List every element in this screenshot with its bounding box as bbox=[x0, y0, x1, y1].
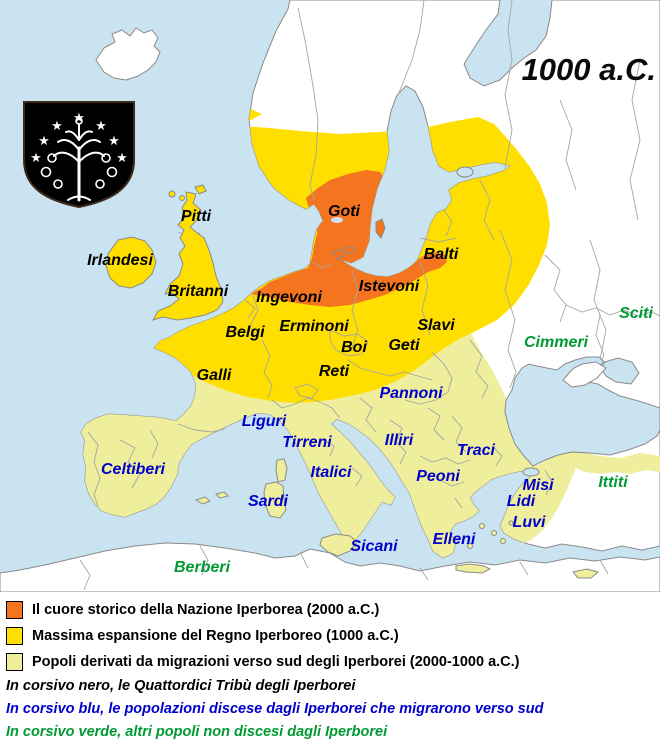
legend-label: Il cuore storico della Nazione Iperborea… bbox=[32, 602, 380, 618]
map-label-misi: Misi bbox=[522, 477, 554, 494]
map-label-irlandesi: Irlandesi bbox=[87, 252, 153, 269]
cyprus bbox=[572, 568, 600, 579]
map-label-belgi: Belgi bbox=[225, 324, 265, 341]
legend-note-black: In corsivo nero, le Quattordici Tribù de… bbox=[6, 678, 356, 694]
map-label-liguri: Liguri bbox=[242, 413, 287, 430]
islands bbox=[95, 27, 600, 579]
danish-isles bbox=[332, 248, 346, 261]
legend-label: Popoli derivati da migrazioni verso sud … bbox=[32, 654, 520, 670]
map-label-cimmeri: Cimmeri bbox=[524, 334, 589, 351]
balearics bbox=[194, 496, 211, 505]
gotland bbox=[375, 218, 386, 239]
shetland-orkney bbox=[194, 184, 207, 195]
svg-text:★: ★ bbox=[95, 118, 107, 133]
aegean-isle bbox=[479, 523, 485, 529]
svg-text:★: ★ bbox=[108, 133, 120, 148]
expansion-color-swatch bbox=[6, 627, 23, 645]
north-africa-landmass bbox=[0, 542, 660, 592]
svg-text:★: ★ bbox=[51, 118, 63, 133]
black-sea bbox=[504, 356, 660, 467]
map-label-geti: Geti bbox=[388, 337, 420, 354]
map-label-berberi: Berberi bbox=[174, 559, 231, 576]
balearic-isle bbox=[215, 491, 229, 499]
map-label-pitti: Pitti bbox=[181, 208, 212, 225]
legend-row-core: Il cuore storico della Nazione Iperborea… bbox=[0, 597, 660, 623]
map-label-peoni: Peoni bbox=[416, 468, 460, 485]
map-label-balti: Balti bbox=[424, 246, 459, 263]
aegean-isle bbox=[508, 520, 514, 526]
map-label-italici: Italici bbox=[311, 464, 352, 481]
map-label-goti: Goti bbox=[328, 203, 361, 220]
aegean-isle bbox=[500, 538, 506, 544]
islet bbox=[168, 190, 176, 198]
lake-vanern bbox=[331, 217, 343, 223]
svg-text:★: ★ bbox=[116, 150, 128, 165]
map-label-lidi: Lidi bbox=[507, 493, 536, 510]
map-label-elleni: Elleni bbox=[433, 531, 476, 548]
legend-row-migration: Popoli derivati da migrazioni verso sud … bbox=[0, 649, 660, 675]
sicily bbox=[319, 533, 358, 557]
core-color-swatch bbox=[6, 601, 23, 619]
great-britain bbox=[151, 191, 224, 321]
map-label-traci: Traci bbox=[457, 442, 496, 459]
legend-label: Massima espansione del Regno Iperboreo (… bbox=[32, 628, 399, 644]
map-legend: Il cuore storico della Nazione Iperborea… bbox=[0, 592, 660, 751]
sea-of-marmara bbox=[522, 467, 540, 477]
map-label-galli: Galli bbox=[197, 367, 232, 384]
map-label-istevoni: Istevoni bbox=[359, 278, 420, 295]
danish-isle bbox=[345, 245, 356, 255]
map-label-slavi: Slavi bbox=[417, 317, 455, 334]
legend-note-blue: In corsivo blu, le popolazioni discese d… bbox=[6, 701, 544, 717]
seas-overlay bbox=[331, 166, 660, 477]
legend-note-green: In corsivo verde, altri popoli non disce… bbox=[6, 724, 388, 740]
islet bbox=[179, 195, 185, 201]
svg-text:★: ★ bbox=[30, 150, 42, 165]
svg-text:★: ★ bbox=[38, 133, 50, 148]
lake-ladoga bbox=[456, 166, 474, 178]
seven-stars-icon: ★ ★ ★ ★ ★ ★ ★ bbox=[30, 110, 128, 165]
map-label-sciti: Sciti bbox=[619, 305, 653, 322]
legend-row-expansion: Massima espansione del Regno Iperboreo (… bbox=[0, 623, 660, 649]
map-label-sicani: Sicani bbox=[350, 538, 398, 555]
core-region-coast bbox=[252, 222, 447, 307]
map-label-illiri: Illiri bbox=[385, 432, 414, 449]
aegean-isle bbox=[467, 543, 473, 549]
map-label-tirreni: Tirreni bbox=[282, 434, 332, 451]
corsica bbox=[275, 458, 288, 483]
svg-text:★: ★ bbox=[73, 110, 85, 125]
hyperborea-emblem: ★ ★ ★ ★ ★ ★ ★ bbox=[23, 101, 135, 209]
map-labels-layer: Pitti Irlandesi Britanni Goti Ingevoni Istevo… bbox=[87, 203, 653, 576]
aegean-isle bbox=[491, 530, 497, 536]
europe-map: Pitti Irlandesi Britanni Goti Ingevoni Istevo… bbox=[0, 0, 660, 592]
map-label-ingevoni: Ingevoni bbox=[256, 289, 322, 306]
map-label-pannoni: Pannoni bbox=[379, 385, 443, 402]
iceland bbox=[95, 27, 161, 81]
ireland bbox=[105, 236, 157, 289]
migration-color-swatch bbox=[6, 653, 23, 671]
white-tree-icon bbox=[40, 117, 118, 202]
sardinia bbox=[263, 481, 287, 519]
crete bbox=[455, 563, 492, 574]
map-label-celtiberi: Celtiberi bbox=[101, 461, 166, 478]
map-label-britanni: Britanni bbox=[168, 283, 229, 300]
map-label-reti: Reti bbox=[319, 363, 350, 380]
map-label-ittiti: Ittiti bbox=[598, 474, 628, 491]
crimea-peninsula bbox=[562, 361, 607, 388]
map-label-luvi: Luvi bbox=[513, 514, 546, 531]
map-title: 1000 a.C. bbox=[522, 52, 656, 87]
map-label-sardi: Sardi bbox=[248, 493, 289, 510]
map-label-erminoni: Erminoni bbox=[279, 318, 349, 335]
map-label-boi: Boi bbox=[341, 339, 367, 356]
